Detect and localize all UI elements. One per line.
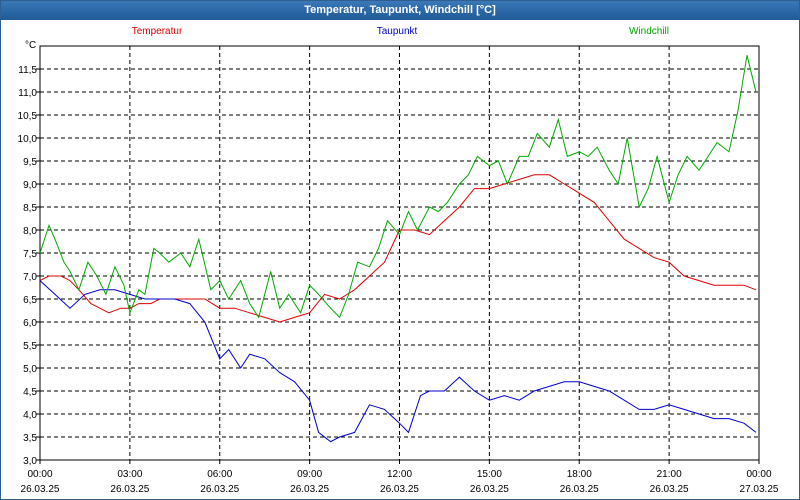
y-tick-label: 10,5 bbox=[18, 111, 38, 122]
x-tick-time: 00:00 bbox=[27, 469, 52, 480]
series-line-temperatur bbox=[39, 174, 757, 323]
x-tick-time: 09:00 bbox=[297, 469, 322, 480]
y-tick-label: 10,0 bbox=[18, 134, 38, 145]
series-line-taupunkt bbox=[39, 280, 757, 443]
x-tick-date: 26.03.25 bbox=[650, 484, 689, 495]
series-line-windchill bbox=[39, 55, 757, 319]
y-axis-unit: °C bbox=[25, 40, 36, 51]
y-tick-label: 4,0 bbox=[23, 410, 37, 421]
y-tick-label: 5,5 bbox=[23, 341, 37, 352]
y-tick-label: 9,0 bbox=[23, 180, 37, 191]
legend-temperatur: Temperatur bbox=[132, 26, 183, 37]
axis-labels: 3,0 3,5 4,0 4,5 5,0 5,5 6,0 6,5 7,0 7,5 8,0 8,5 9,0 9… bbox=[18, 40, 779, 495]
legend-windchill: Windchill bbox=[629, 26, 669, 37]
series-group bbox=[39, 55, 757, 443]
x-tick-time: 18:00 bbox=[567, 469, 592, 480]
y-tick-label: 11,5 bbox=[18, 65, 37, 76]
y-tick-label: 6,0 bbox=[23, 318, 37, 329]
y-tick-label: 11,0 bbox=[18, 88, 37, 99]
x-tick-time: 21:00 bbox=[657, 469, 682, 480]
x-tick-time: 03:00 bbox=[117, 469, 142, 480]
y-tick-label: 7,5 bbox=[23, 249, 37, 260]
x-tick-date: 26.03.25 bbox=[200, 484, 239, 495]
x-tick-date: 26.03.25 bbox=[21, 484, 60, 495]
x-tick-date: 26.03.25 bbox=[110, 484, 149, 495]
y-tick-label: 3,5 bbox=[23, 433, 37, 444]
x-tick-time: 15:00 bbox=[477, 469, 502, 480]
legend-taupunkt: Taupunkt bbox=[377, 26, 418, 37]
y-tick-label: 7,0 bbox=[23, 272, 37, 283]
y-tick-label: 8,5 bbox=[23, 203, 37, 214]
y-tick-label: 3,0 bbox=[23, 456, 37, 467]
window-title: Temperatur, Taupunkt, Windchill [°C] bbox=[1, 1, 799, 20]
y-tick-label: 6,5 bbox=[23, 295, 37, 306]
x-tick-time: 06:00 bbox=[207, 469, 232, 480]
x-tick-date: 26.03.25 bbox=[380, 484, 419, 495]
x-tick-date: 26.03.25 bbox=[470, 484, 509, 495]
x-tick-date: 26.03.25 bbox=[560, 484, 599, 495]
x-tick-date: 26.03.25 bbox=[290, 484, 329, 495]
y-tick-label: 8,0 bbox=[23, 226, 37, 237]
x-tick-time: 12:00 bbox=[387, 469, 412, 480]
y-tick-label: 4,5 bbox=[23, 387, 37, 398]
x-tick-time: 00:00 bbox=[746, 469, 771, 480]
y-tick-label: 5,0 bbox=[23, 364, 37, 375]
legend: Temperatur Taupunkt Windchill bbox=[132, 26, 669, 37]
x-tick-date: 27.03.25 bbox=[740, 484, 779, 495]
y-tick-label: 9,5 bbox=[23, 157, 37, 168]
